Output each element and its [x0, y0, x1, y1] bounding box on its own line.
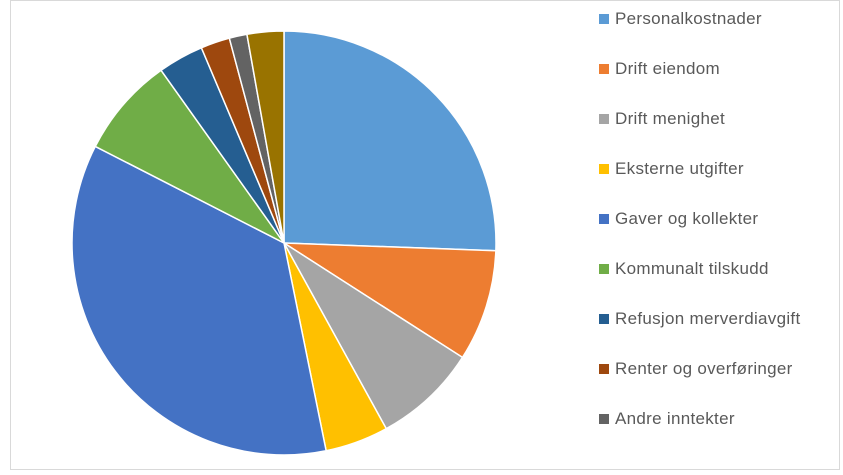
pie-slice-gaver-og-kollekter — [71, 145, 328, 456]
legend-label: Personalkostnader — [615, 9, 762, 28]
legend-item-refusjon-merverdiavgift: Refusjon merverdiavgift — [599, 307, 843, 357]
legend-item-kommunalt-tilskudd: Kommunalt tilskudd — [599, 257, 843, 307]
legend-swatch-icon — [599, 164, 609, 174]
legend-item-eksterne-utgifter: Eksterne utgifter — [599, 157, 843, 207]
pie-slice-personalkostnader — [283, 30, 497, 252]
chart-frame: Personalkostnader Drift eiendom Drift me… — [10, 0, 840, 470]
pie-slice-kommunalt-tilskudd — [94, 69, 285, 244]
legend-label: Drift menighet — [615, 109, 726, 128]
legend: Personalkostnader Drift eiendom Drift me… — [599, 7, 843, 457]
legend-swatch-icon — [599, 214, 609, 224]
legend-label: Andre inntekter — [615, 409, 735, 428]
pie-chart — [71, 30, 497, 456]
pie-slice-drift-eiendom — [281, 242, 497, 359]
legend-swatch-icon — [599, 364, 609, 374]
pie-slice-other-9 — [246, 30, 285, 244]
legend-label: Gaver og kollekter — [615, 209, 759, 228]
pie-slice-drift-menighet — [283, 242, 464, 430]
legend-label: Eksterne utgifter — [615, 159, 744, 178]
legend-item-drift-eiendom: Drift eiendom — [599, 57, 843, 107]
legend-item-drift-menighet: Drift menighet — [599, 107, 843, 157]
legend-item-gaver-og-kollekter: Gaver og kollekter — [599, 207, 843, 257]
legend-swatch-icon — [599, 64, 609, 74]
legend-swatch-icon — [599, 14, 609, 24]
legend-label: Drift eiendom — [615, 59, 720, 78]
legend-swatch-icon — [599, 414, 609, 424]
legend-item-personalkostnader: Personalkostnader — [599, 7, 843, 57]
legend-label: Kommunalt tilskudd — [615, 259, 769, 278]
legend-label: Renter og overføringer — [615, 359, 793, 378]
legend-item-renter-og-overforinger: Renter og overføringer — [599, 357, 843, 407]
legend-swatch-icon — [599, 264, 609, 274]
legend-label: Refusjon merverdiavgift — [615, 309, 801, 328]
legend-swatch-icon — [599, 314, 609, 324]
legend-swatch-icon — [599, 114, 609, 124]
legend-item-andre-inntekter: Andre inntekter — [599, 407, 843, 457]
